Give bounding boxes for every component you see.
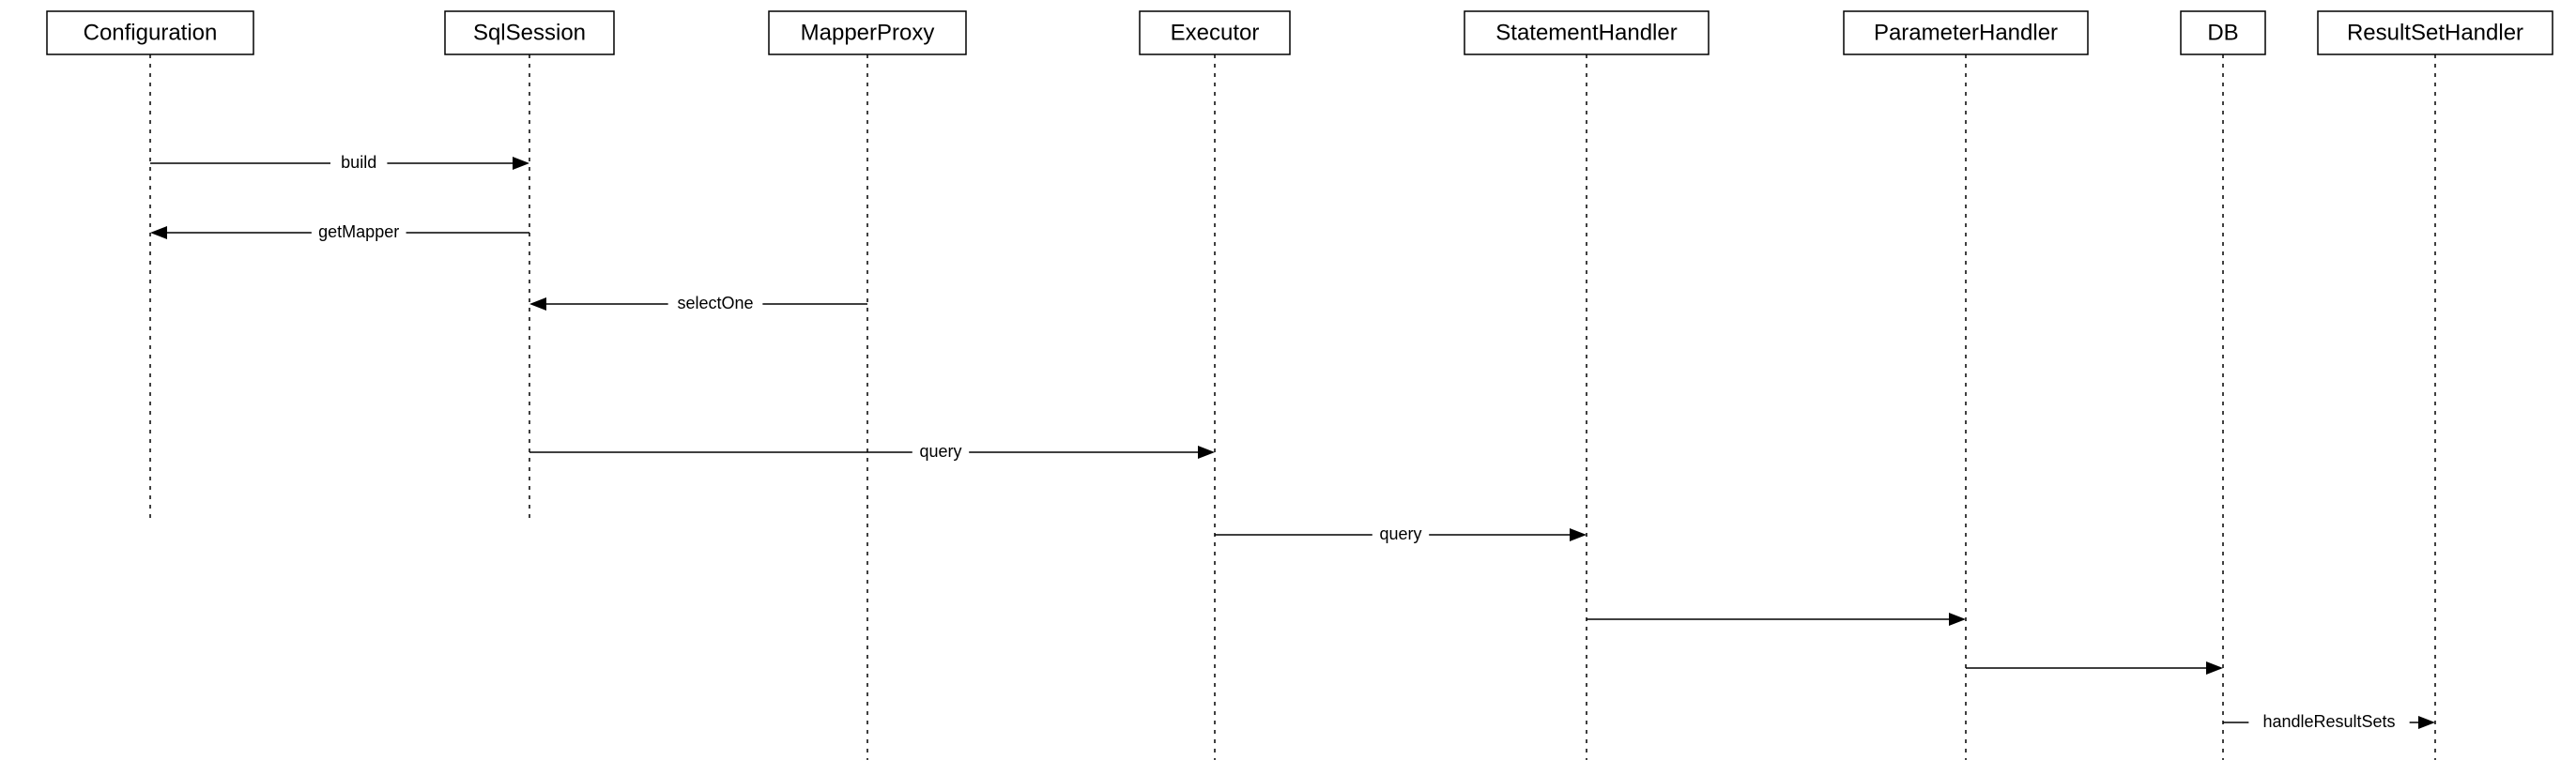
arrowhead-icon xyxy=(2418,716,2435,729)
participant-label-sqlsession: SqlSession xyxy=(473,20,586,45)
message-label: selectOne xyxy=(677,294,753,312)
message-handleresultsets: handleResultSets xyxy=(2223,711,2435,733)
participant-label-parameterhandler: ParameterHandler xyxy=(1874,20,2058,45)
message-label: query xyxy=(919,442,961,461)
message-selectone: selectOne xyxy=(529,293,867,314)
sequence-diagram: Configuration SqlSession MapperProxy Execut… xyxy=(0,0,2576,775)
arrowhead-icon xyxy=(1198,446,1215,459)
message-label: handleResultSets xyxy=(2262,712,2395,731)
participant-label-configuration: Configuration xyxy=(84,20,218,45)
arrowhead-icon xyxy=(2206,661,2223,675)
arrowhead-icon xyxy=(529,297,546,311)
message-getmapper: getMapper xyxy=(150,221,529,243)
arrowhead-icon xyxy=(1570,528,1587,541)
participant-label-db: DB xyxy=(2207,20,2238,45)
participant-label-statementhandler: StatementHandler xyxy=(1495,20,1677,45)
message-parameterhandler-to-db xyxy=(1966,661,2223,675)
message-label: build xyxy=(341,153,376,172)
arrowhead-icon xyxy=(150,226,167,239)
message-label: getMapper xyxy=(318,222,399,241)
message-label: query xyxy=(1379,524,1421,543)
message-statementhandler-to-parameterhandler xyxy=(1587,613,1966,626)
arrowhead-icon xyxy=(513,157,529,170)
participant-label-mapperproxy: MapperProxy xyxy=(801,20,935,45)
message-query: query xyxy=(1215,524,1587,545)
arrowhead-icon xyxy=(1949,613,1966,626)
participant-label-resultsethandler: ResultSetHandler xyxy=(2347,20,2523,45)
message-build: build xyxy=(150,152,529,174)
message-query: query xyxy=(529,441,1215,463)
participant-label-executor: Executor xyxy=(1171,20,1260,45)
